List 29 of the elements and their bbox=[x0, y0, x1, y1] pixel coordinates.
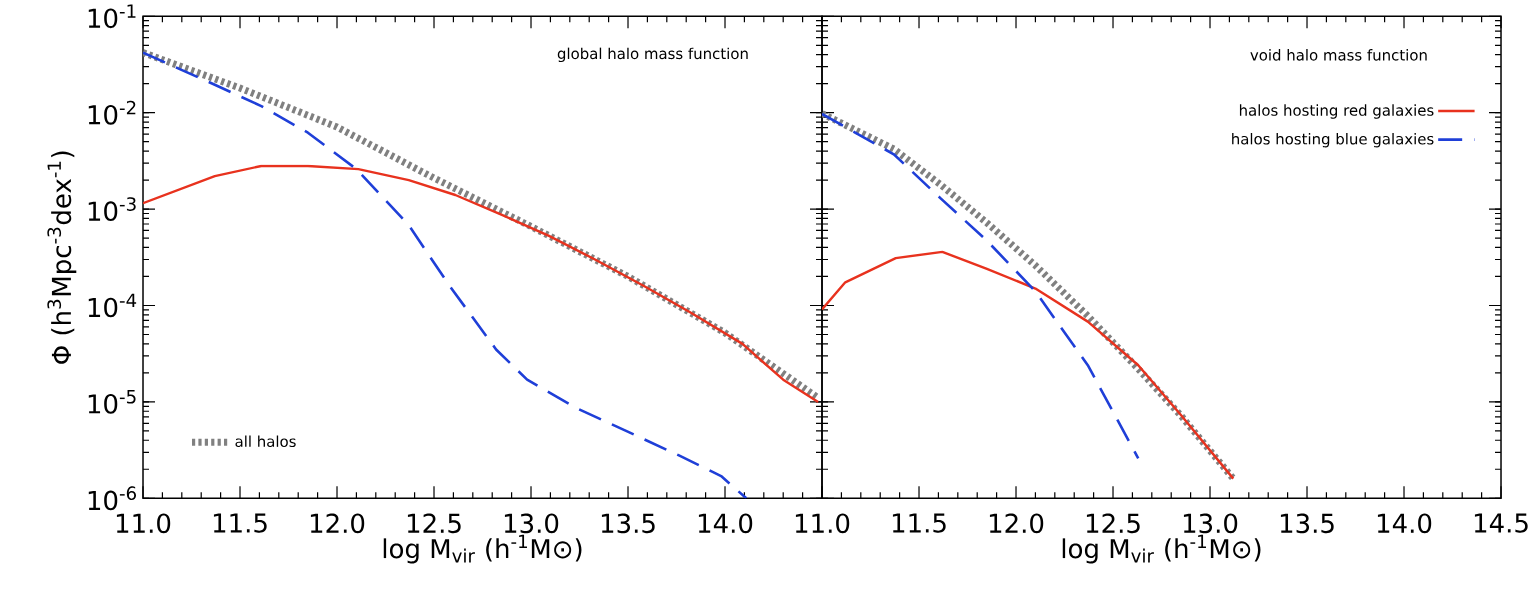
y-axis-title: Φ (h$^{3}$Mpc$^{-3}$dex$^{-1}$) bbox=[47, 151, 77, 364]
text: void halo mass function bbox=[1250, 48, 1427, 61]
legend-label: halos hosting red galaxies bbox=[1239, 104, 1434, 119]
y-tick-label: 10$^{-4}$ bbox=[88, 293, 137, 318]
x-tick-label: 11.5 bbox=[892, 513, 946, 533]
x-axis-title: log M$_{vir}$ (h$^{-1}$M⊙) bbox=[1062, 534, 1261, 564]
text: global halo mass function bbox=[557, 47, 748, 62]
x-axis-title: log M$_{vir}$ (h$^{-1}$M⊙) bbox=[383, 534, 582, 564]
x-tick-label: 13.0 bbox=[1183, 513, 1238, 534]
x-tick-label: 13.0 bbox=[504, 513, 559, 534]
x-tick-label: 12.0 bbox=[310, 513, 365, 534]
x-tick-label: 11.0 bbox=[795, 513, 850, 534]
legend-label: halos hosting blue galaxies bbox=[1232, 132, 1434, 148]
x-tick-label: 11.5 bbox=[213, 513, 267, 533]
y-tick-label: 10$^{-1}$ bbox=[88, 4, 136, 28]
x-tick-label: 12.5 bbox=[1086, 513, 1140, 534]
y-tick-label: 10$^{-5}$ bbox=[88, 389, 136, 414]
y-tick-label: 10$^{-3}$ bbox=[88, 196, 136, 221]
y-tick-label: 10$^{-2}$ bbox=[88, 100, 136, 125]
x-tick-label: 12.0 bbox=[989, 513, 1044, 534]
x-tick-label: 14.0 bbox=[698, 513, 753, 534]
x-tick-label: 13.5 bbox=[1280, 513, 1334, 534]
y-tick-label: 10$^{-6}$ bbox=[88, 486, 137, 511]
x-tick-label: 14.0 bbox=[1377, 513, 1432, 534]
x-tick-label: 12.5 bbox=[407, 513, 461, 534]
x-tick-label: 14.5 bbox=[1474, 513, 1528, 533]
x-tick-label: 13.5 bbox=[601, 513, 655, 534]
x-tick-label: 11.0 bbox=[116, 513, 171, 534]
legend-label: all halos bbox=[235, 435, 296, 447]
